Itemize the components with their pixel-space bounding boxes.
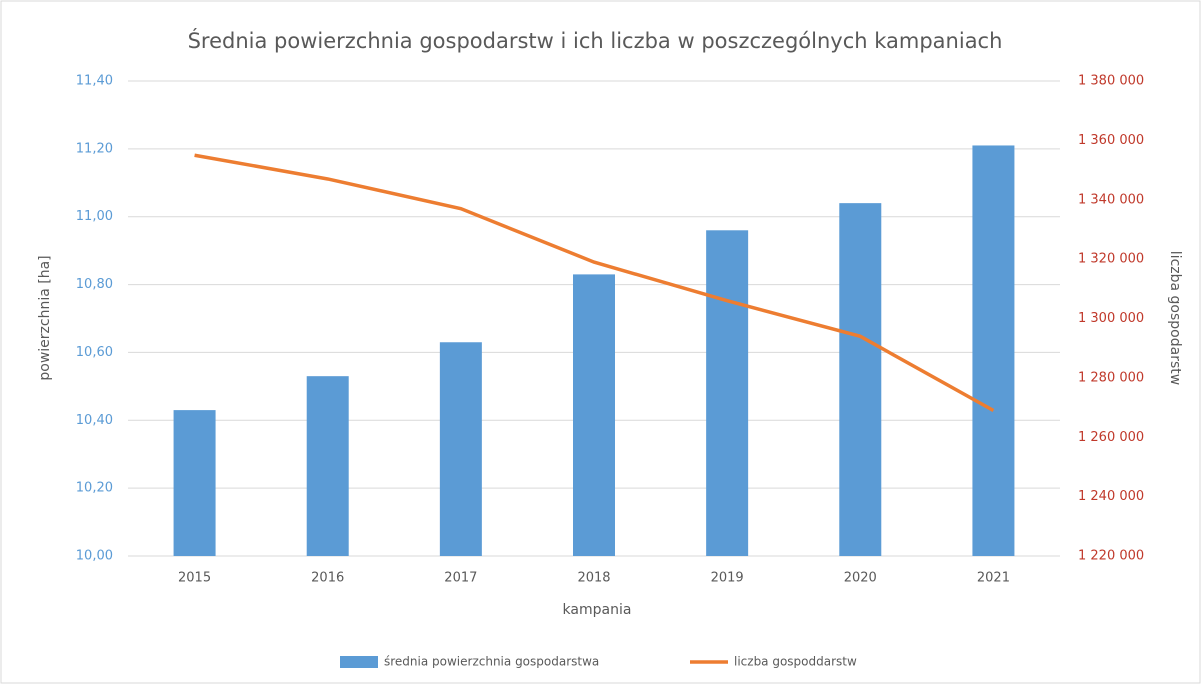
x-tick-label: 2017: [444, 571, 477, 586]
y-tick-label: 10,20: [76, 481, 113, 496]
y2-tick-label: 1 220 000: [1078, 549, 1144, 564]
y-tick-label: 10,80: [76, 277, 113, 292]
y2-tick-label: 1 380 000: [1078, 74, 1144, 89]
x-tick-label: 2020: [844, 571, 877, 586]
bar: [972, 145, 1015, 556]
y-tick-label: 11,00: [76, 209, 113, 224]
bar: [573, 274, 615, 556]
chart-title: Średnia powierzchnia gospodarstw i ich l…: [188, 28, 1003, 53]
legend-label: średnia powierzchnia gospodarstwa: [384, 655, 599, 669]
y-tick-label: 10,00: [76, 549, 113, 564]
y2-tick-label: 1 280 000: [1078, 370, 1144, 385]
y2-axis-title: liczba gospodarstw: [1167, 251, 1183, 385]
y2-tick-label: 1 240 000: [1078, 489, 1144, 504]
line-series: [194, 153, 995, 413]
x-tick-label: 2019: [711, 571, 744, 586]
y-tick-label: 10,60: [76, 345, 113, 360]
x-axis-title: kampania: [563, 602, 632, 618]
y2-tick-label: 1 260 000: [1078, 430, 1144, 445]
x-tick-label: 2016: [311, 571, 344, 586]
bar: [306, 376, 349, 556]
y2-tick-label: 1 320 000: [1078, 252, 1144, 267]
x-tick-label: 2021: [977, 571, 1010, 586]
bar: [706, 230, 749, 557]
legend-label: liczba gospoddarstw: [734, 655, 857, 669]
bar: [439, 342, 482, 556]
bar: [839, 203, 882, 556]
legend-swatch: [340, 656, 378, 668]
x-tick-label: 2018: [577, 571, 610, 586]
y2-tick-label: 1 360 000: [1078, 133, 1144, 148]
y2-tick-label: 1 340 000: [1078, 192, 1144, 207]
y-tick-label: 11,20: [76, 141, 113, 156]
y-tick-label: 10,40: [76, 413, 113, 428]
x-tick-label: 2015: [178, 571, 211, 586]
bar: [173, 410, 216, 556]
y-axis-title: powierzchnia [ha]: [37, 255, 53, 380]
y-tick-label: 11,40: [76, 74, 113, 89]
y2-tick-label: 1 300 000: [1078, 311, 1144, 326]
